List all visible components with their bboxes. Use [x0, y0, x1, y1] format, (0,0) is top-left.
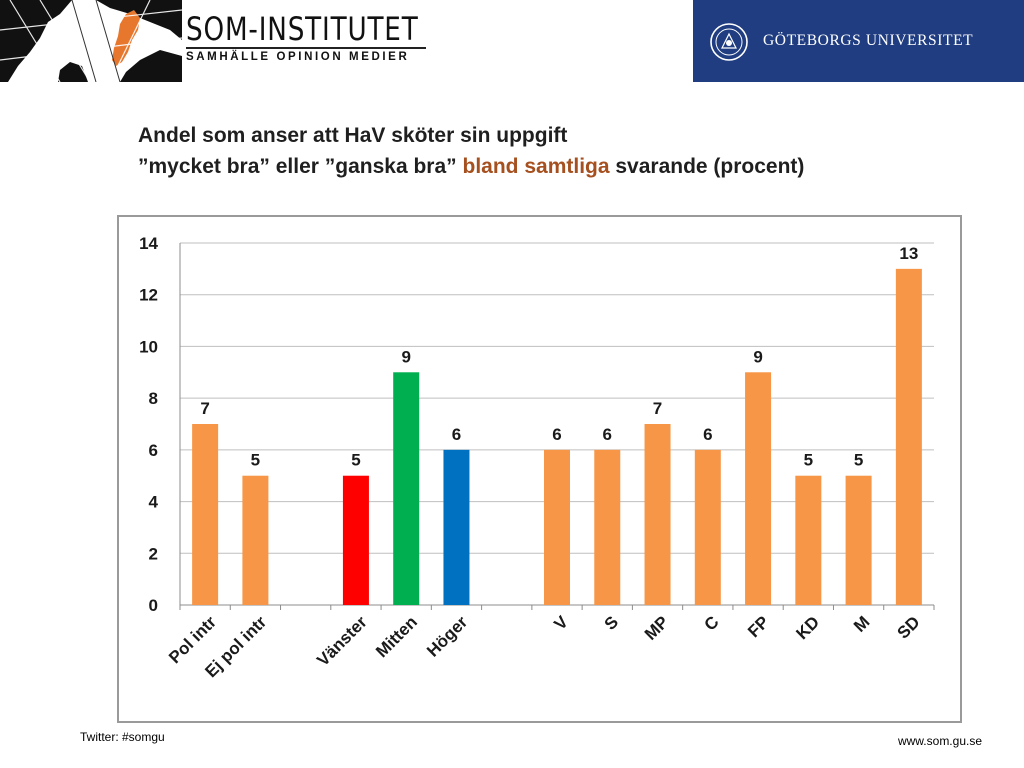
bar-S	[594, 449, 621, 605]
data-label: 5	[854, 451, 863, 470]
data-label: 5	[804, 451, 813, 470]
data-label: 6	[552, 425, 561, 444]
y-tick-label: 8	[149, 389, 158, 408]
data-label: 9	[753, 347, 762, 366]
data-label: 6	[452, 425, 461, 444]
bar-Vänster	[342, 475, 369, 605]
bar-C	[694, 449, 721, 605]
data-label: 6	[703, 425, 712, 444]
title-line-2: ”mycket bra” eller ”ganska bra” bland sa…	[138, 151, 804, 182]
university-banner: GÖTEBORGS UNIVERSITET	[693, 0, 1024, 82]
bar-Mitten	[393, 372, 420, 605]
category-label: Höger	[423, 612, 471, 660]
category-label: Mitten	[372, 612, 421, 661]
bar-FP	[745, 372, 772, 605]
category-label: S	[601, 612, 622, 633]
data-label: 6	[603, 425, 612, 444]
bar-Pol intr	[192, 424, 219, 605]
title-highlight: bland samtliga	[462, 155, 610, 178]
category-label: C	[701, 612, 723, 634]
y-tick-label: 4	[149, 493, 159, 512]
data-label: 7	[653, 399, 662, 418]
category-label: MP	[641, 612, 672, 643]
bar-V	[544, 449, 570, 605]
category-label: SD	[894, 612, 924, 642]
footer-twitter: Twitter: #somgu	[80, 730, 165, 744]
category-label: M	[850, 612, 873, 635]
category-label: Vänster	[313, 612, 371, 670]
data-label: 5	[351, 451, 360, 470]
slide-title: Andel som anser att HaV sköter sin uppgi…	[138, 120, 804, 182]
brand-title: SOM-INSTITUTET	[186, 10, 419, 48]
bar-MP	[644, 424, 671, 605]
data-label: 9	[401, 347, 410, 366]
title-line-2-start: ”mycket bra” eller ”ganska bra”	[138, 155, 463, 178]
category-label: V	[550, 612, 572, 634]
chart-frame: 0 2 4 6 8 10 12 14 7 Pol intr 5 Ej pol intr 5 Vänster…	[117, 215, 962, 723]
category-label: FP	[744, 612, 773, 641]
title-line-1: Andel som anser att HaV sköter sin uppgi…	[138, 124, 568, 147]
bar-M	[845, 475, 872, 605]
brand-divider	[186, 47, 426, 49]
bar-KD	[795, 475, 822, 605]
y-tick-label: 10	[139, 337, 158, 356]
title-line-2-end: svarande (procent)	[609, 155, 805, 178]
data-label: 13	[899, 244, 918, 263]
data-label: 5	[251, 451, 260, 470]
y-tick-label: 6	[149, 441, 158, 460]
bar-SD	[895, 268, 922, 605]
bar-Höger	[443, 449, 470, 605]
university-seal-icon	[710, 23, 748, 61]
y-tick-label: 0	[149, 596, 158, 615]
data-label: 7	[200, 399, 209, 418]
scandinavia-map-icon	[0, 0, 182, 82]
brand-subtitle: SAMHÄLLE OPINION MEDIER	[186, 51, 410, 63]
y-tick-label: 14	[139, 234, 158, 253]
y-tick-label: 2	[149, 544, 158, 563]
category-label: KD	[792, 612, 823, 643]
bar-Ej pol intr	[242, 475, 269, 605]
university-name: GÖTEBORGS UNIVERSITET	[763, 32, 974, 49]
header: SOM-INSTITUTET SAMHÄLLE OPINION MEDIER G…	[0, 0, 1024, 82]
footer-website[interactable]: www.som.gu.se	[897, 734, 982, 748]
y-tick-label: 12	[139, 286, 158, 305]
